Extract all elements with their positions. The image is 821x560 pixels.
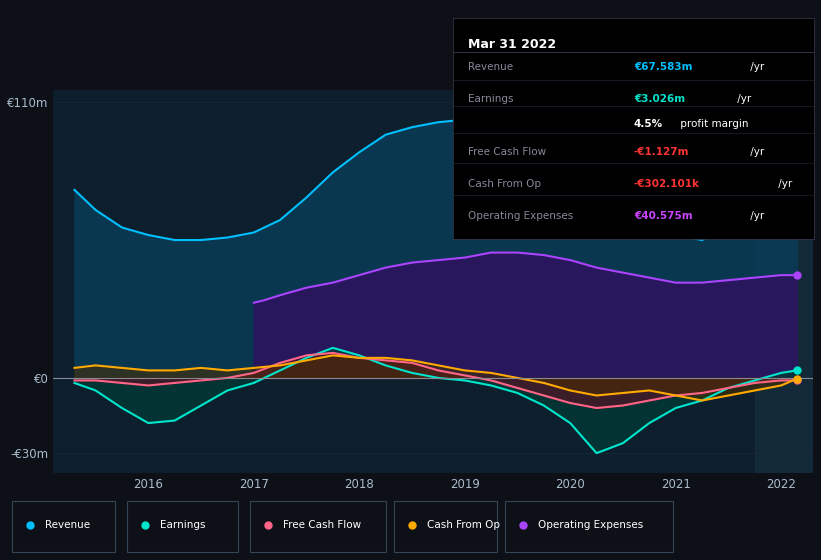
Bar [505, 501, 673, 552]
Text: Cash From Op: Cash From Op [468, 179, 541, 189]
Text: 4.5%: 4.5% [634, 119, 663, 129]
Text: Revenue: Revenue [468, 62, 513, 72]
Text: -€302.101k: -€302.101k [634, 179, 699, 189]
Bar [12, 501, 115, 552]
Text: /yr: /yr [775, 179, 792, 189]
Text: Free Cash Flow: Free Cash Flow [283, 520, 361, 530]
Bar [127, 501, 238, 552]
Bar [250, 501, 386, 552]
Text: /yr: /yr [747, 212, 764, 221]
Text: profit margin: profit margin [677, 119, 749, 129]
Text: €40.575m: €40.575m [634, 212, 692, 221]
Bar [394, 501, 497, 552]
Text: Operating Expenses: Operating Expenses [468, 212, 573, 221]
Text: Mar 31 2022: Mar 31 2022 [468, 38, 556, 51]
Bar [754, 90, 813, 473]
Text: Earnings: Earnings [160, 520, 205, 530]
Text: Cash From Op: Cash From Op [427, 520, 500, 530]
Text: Revenue: Revenue [45, 520, 90, 530]
Text: €3.026m: €3.026m [634, 94, 685, 104]
Text: -€1.127m: -€1.127m [634, 147, 690, 157]
Text: /yr: /yr [747, 147, 764, 157]
Text: €67.583m: €67.583m [634, 62, 692, 72]
Text: Free Cash Flow: Free Cash Flow [468, 147, 546, 157]
Text: /yr: /yr [747, 62, 764, 72]
Text: Operating Expenses: Operating Expenses [538, 520, 643, 530]
Text: /yr: /yr [733, 94, 750, 104]
Text: Earnings: Earnings [468, 94, 513, 104]
